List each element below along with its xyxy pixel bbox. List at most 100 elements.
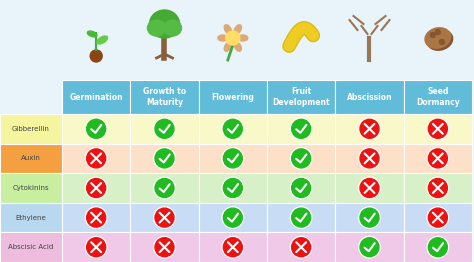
Circle shape bbox=[90, 50, 102, 62]
Bar bbox=[335, 232, 404, 262]
Bar bbox=[335, 203, 404, 232]
Circle shape bbox=[154, 207, 175, 228]
Bar bbox=[267, 232, 335, 262]
Bar bbox=[0, 114, 62, 144]
Circle shape bbox=[85, 237, 107, 258]
Circle shape bbox=[154, 148, 175, 169]
Circle shape bbox=[439, 40, 444, 45]
Circle shape bbox=[430, 32, 435, 37]
Circle shape bbox=[223, 119, 242, 138]
Bar bbox=[130, 203, 199, 232]
Bar bbox=[199, 232, 267, 262]
Circle shape bbox=[85, 207, 107, 228]
Circle shape bbox=[428, 178, 447, 198]
Ellipse shape bbox=[224, 25, 231, 34]
Circle shape bbox=[155, 208, 174, 227]
Ellipse shape bbox=[238, 35, 248, 41]
Bar bbox=[267, 144, 335, 173]
Bar bbox=[267, 203, 335, 232]
Ellipse shape bbox=[97, 36, 108, 44]
Circle shape bbox=[428, 119, 447, 138]
Bar bbox=[62, 80, 130, 114]
Text: Abscisic Acid: Abscisic Acid bbox=[9, 244, 54, 250]
Ellipse shape bbox=[147, 20, 165, 36]
Circle shape bbox=[291, 237, 312, 258]
Bar bbox=[130, 173, 199, 203]
Bar bbox=[199, 144, 267, 173]
Text: Seed
Dormancy: Seed Dormancy bbox=[416, 87, 460, 107]
Bar bbox=[62, 203, 130, 232]
Bar bbox=[199, 114, 267, 144]
Bar bbox=[0, 0, 474, 80]
Text: Flowering: Flowering bbox=[211, 92, 254, 101]
Circle shape bbox=[360, 238, 379, 257]
Text: Auxin: Auxin bbox=[21, 155, 41, 161]
Circle shape bbox=[360, 119, 379, 138]
Circle shape bbox=[155, 238, 174, 257]
Circle shape bbox=[428, 208, 447, 227]
Circle shape bbox=[222, 177, 244, 199]
Bar bbox=[267, 80, 335, 114]
Bar bbox=[0, 144, 62, 173]
Circle shape bbox=[223, 238, 242, 257]
Bar bbox=[62, 114, 130, 144]
Bar bbox=[335, 80, 404, 114]
Circle shape bbox=[155, 119, 174, 138]
Bar bbox=[199, 80, 267, 114]
Circle shape bbox=[154, 177, 175, 199]
Bar bbox=[130, 114, 199, 144]
Ellipse shape bbox=[164, 20, 182, 36]
Bar bbox=[404, 203, 472, 232]
Bar bbox=[62, 232, 130, 262]
Ellipse shape bbox=[234, 42, 241, 51]
Ellipse shape bbox=[149, 10, 180, 38]
Bar bbox=[267, 173, 335, 203]
Circle shape bbox=[359, 237, 380, 258]
Bar bbox=[199, 173, 267, 203]
Circle shape bbox=[222, 237, 244, 258]
Circle shape bbox=[155, 178, 174, 198]
Circle shape bbox=[292, 208, 310, 227]
Bar bbox=[404, 80, 472, 114]
Circle shape bbox=[222, 207, 244, 228]
Circle shape bbox=[427, 237, 448, 258]
Circle shape bbox=[85, 177, 107, 199]
Circle shape bbox=[154, 237, 175, 258]
Circle shape bbox=[427, 118, 448, 139]
Circle shape bbox=[223, 149, 242, 168]
Circle shape bbox=[85, 118, 107, 139]
Ellipse shape bbox=[425, 28, 451, 48]
Circle shape bbox=[359, 148, 380, 169]
Circle shape bbox=[87, 238, 106, 257]
Ellipse shape bbox=[87, 31, 97, 37]
Circle shape bbox=[85, 148, 107, 169]
Circle shape bbox=[87, 149, 106, 168]
Circle shape bbox=[427, 148, 448, 169]
Bar bbox=[130, 144, 199, 173]
Circle shape bbox=[428, 149, 447, 168]
Ellipse shape bbox=[224, 42, 231, 51]
Bar bbox=[267, 114, 335, 144]
Circle shape bbox=[292, 178, 310, 198]
Text: Growth to
Maturity: Growth to Maturity bbox=[143, 87, 186, 107]
Bar bbox=[335, 144, 404, 173]
Circle shape bbox=[226, 31, 240, 45]
Circle shape bbox=[223, 178, 242, 198]
Circle shape bbox=[87, 208, 106, 227]
Bar bbox=[62, 144, 130, 173]
Circle shape bbox=[359, 207, 380, 228]
Circle shape bbox=[291, 118, 312, 139]
Bar bbox=[335, 114, 404, 144]
Circle shape bbox=[292, 119, 310, 138]
Text: Cytokinins: Cytokinins bbox=[13, 185, 49, 191]
Ellipse shape bbox=[218, 35, 228, 41]
Bar bbox=[0, 232, 62, 262]
Circle shape bbox=[360, 178, 379, 198]
Bar bbox=[62, 173, 130, 203]
Bar bbox=[199, 203, 267, 232]
Circle shape bbox=[359, 177, 380, 199]
Circle shape bbox=[292, 149, 310, 168]
Circle shape bbox=[222, 148, 244, 169]
Bar bbox=[0, 173, 62, 203]
Bar bbox=[335, 173, 404, 203]
